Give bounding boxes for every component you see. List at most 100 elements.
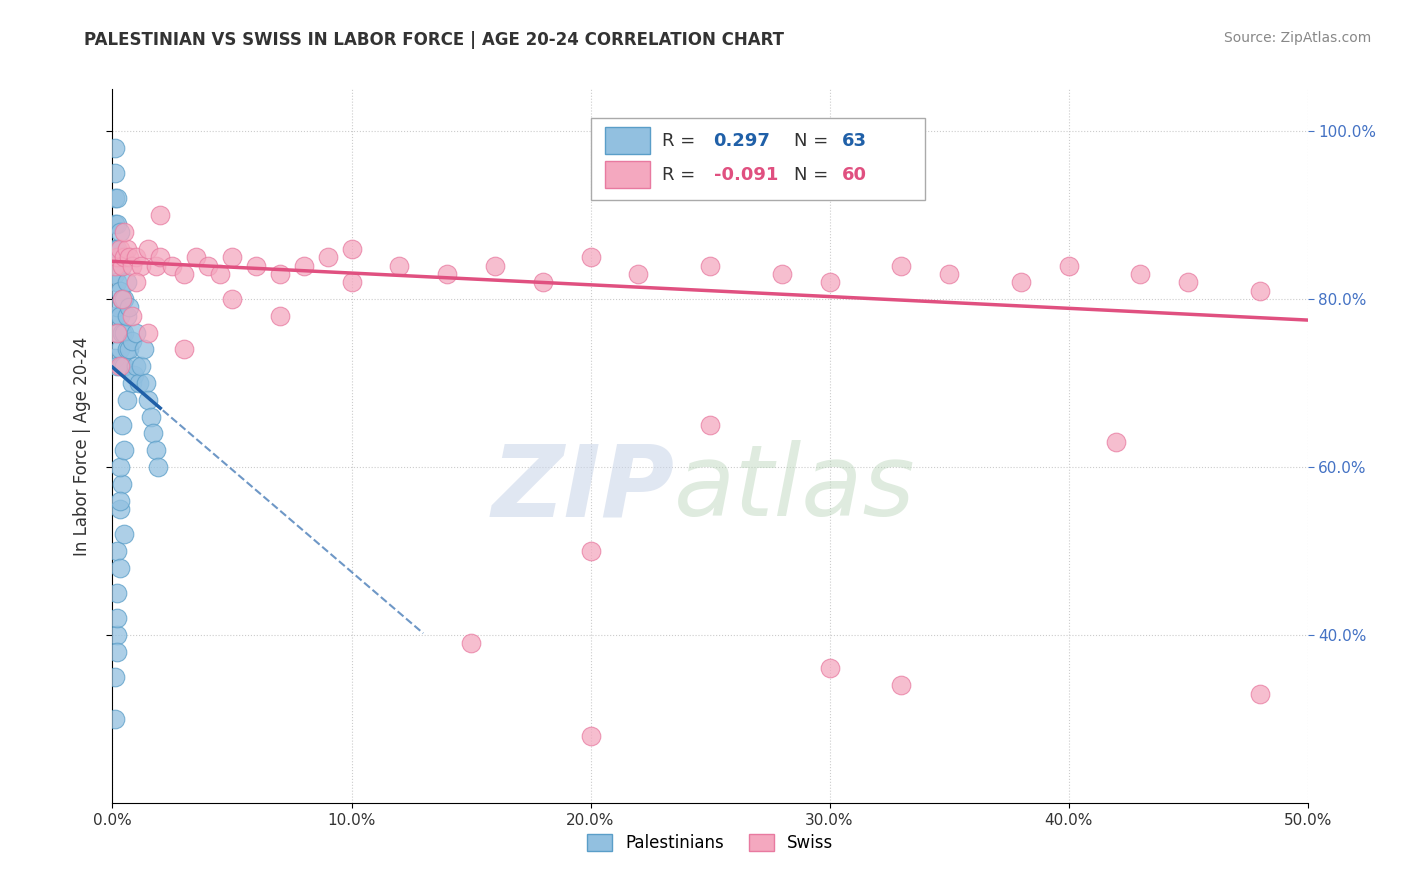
Point xyxy=(114,250,135,264)
Point xyxy=(269,267,291,281)
Point xyxy=(105,628,128,642)
Point xyxy=(108,359,131,374)
Point xyxy=(121,259,143,273)
Point xyxy=(108,225,131,239)
Point xyxy=(108,250,131,264)
Point xyxy=(129,259,152,273)
Bar xyxy=(605,127,651,154)
Point xyxy=(818,275,841,289)
Text: N =: N = xyxy=(794,132,834,150)
Point xyxy=(104,351,127,365)
Text: Source: ZipAtlas.com: Source: ZipAtlas.com xyxy=(1223,31,1371,45)
FancyBboxPatch shape xyxy=(591,118,925,200)
Text: ZIP: ZIP xyxy=(491,441,675,537)
Point xyxy=(108,460,131,475)
Point xyxy=(1057,259,1080,273)
Point xyxy=(149,250,172,264)
Point xyxy=(111,326,134,340)
Point xyxy=(245,259,267,273)
Point xyxy=(118,301,141,315)
Point xyxy=(108,343,131,357)
Point xyxy=(125,326,148,340)
Point xyxy=(269,309,291,323)
Point xyxy=(1177,275,1199,289)
Point xyxy=(114,443,135,458)
Point xyxy=(1129,267,1152,281)
Point xyxy=(104,267,127,281)
Point xyxy=(292,259,315,273)
Point xyxy=(114,326,135,340)
Point xyxy=(125,359,148,374)
Point xyxy=(108,493,131,508)
Point xyxy=(111,259,134,273)
Point xyxy=(105,191,128,205)
Point xyxy=(121,376,143,390)
Point xyxy=(105,242,128,256)
Point xyxy=(938,267,960,281)
Point xyxy=(104,242,127,256)
Point xyxy=(699,417,721,432)
Point xyxy=(146,460,169,475)
Point xyxy=(115,343,138,357)
Point xyxy=(108,284,131,298)
Legend: Palestinians, Swiss: Palestinians, Swiss xyxy=(581,827,839,859)
Point xyxy=(1249,687,1271,701)
Point xyxy=(118,343,141,357)
Point xyxy=(108,309,131,323)
Text: N =: N = xyxy=(794,166,834,184)
Point xyxy=(579,729,602,743)
Point xyxy=(1105,434,1128,449)
Point xyxy=(340,275,363,289)
Point xyxy=(436,267,458,281)
Point xyxy=(145,259,167,273)
Point xyxy=(105,611,128,625)
Point xyxy=(114,527,135,541)
Point xyxy=(138,392,160,407)
Point xyxy=(1010,275,1032,289)
Point xyxy=(388,259,411,273)
Point xyxy=(122,368,145,382)
Point xyxy=(209,267,232,281)
Point xyxy=(115,275,138,289)
Point xyxy=(460,636,482,650)
Point xyxy=(111,259,134,273)
Text: 63: 63 xyxy=(842,132,866,150)
Point xyxy=(145,443,167,458)
Point xyxy=(104,217,127,231)
Point xyxy=(186,250,208,264)
Point xyxy=(1249,284,1271,298)
Text: R =: R = xyxy=(662,132,702,150)
Text: atlas: atlas xyxy=(675,441,915,537)
Point xyxy=(138,242,160,256)
Text: 0.297: 0.297 xyxy=(714,132,770,150)
Point xyxy=(531,275,554,289)
Bar xyxy=(605,161,651,188)
Point xyxy=(139,409,162,424)
Point xyxy=(108,242,131,256)
Point xyxy=(111,359,134,374)
Point xyxy=(104,166,127,180)
Point xyxy=(135,376,157,390)
Point xyxy=(105,301,128,315)
Point xyxy=(770,267,793,281)
Text: 60: 60 xyxy=(842,166,866,184)
Point xyxy=(173,267,195,281)
Text: PALESTINIAN VS SWISS IN LABOR FORCE | AGE 20-24 CORRELATION CHART: PALESTINIAN VS SWISS IN LABOR FORCE | AG… xyxy=(84,31,785,49)
Point xyxy=(340,242,363,256)
Point xyxy=(105,250,128,264)
Text: -0.091: -0.091 xyxy=(714,166,778,184)
Point xyxy=(111,292,134,306)
Point xyxy=(484,259,506,273)
Point xyxy=(108,502,131,516)
Point xyxy=(221,250,243,264)
Point xyxy=(105,645,128,659)
Point xyxy=(115,392,138,407)
Point xyxy=(627,267,650,281)
Point xyxy=(125,275,148,289)
Point xyxy=(105,586,128,600)
Point xyxy=(105,544,128,558)
Point xyxy=(121,334,143,348)
Point xyxy=(104,259,127,273)
Point xyxy=(104,191,127,205)
Point xyxy=(104,141,127,155)
